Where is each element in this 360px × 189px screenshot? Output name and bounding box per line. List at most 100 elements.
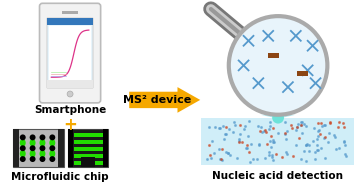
Point bbox=[316, 129, 321, 132]
Ellipse shape bbox=[20, 139, 26, 147]
Point bbox=[266, 150, 271, 153]
Point bbox=[303, 143, 309, 146]
Point bbox=[340, 122, 346, 125]
Point bbox=[232, 124, 238, 127]
Point bbox=[303, 125, 309, 128]
Point bbox=[221, 137, 227, 140]
Point bbox=[267, 140, 273, 143]
Point bbox=[315, 130, 321, 133]
Point bbox=[234, 156, 240, 159]
Point bbox=[298, 121, 304, 124]
Point bbox=[322, 156, 328, 159]
Text: Smartphone: Smartphone bbox=[34, 105, 106, 115]
Point bbox=[206, 144, 212, 147]
Point bbox=[248, 142, 254, 145]
Point bbox=[237, 123, 243, 126]
Point bbox=[306, 144, 312, 147]
Point bbox=[341, 140, 346, 143]
Point bbox=[336, 125, 341, 128]
Point bbox=[267, 125, 273, 128]
Point bbox=[204, 157, 210, 160]
Point bbox=[321, 123, 327, 126]
Point bbox=[312, 126, 318, 129]
Circle shape bbox=[40, 156, 45, 162]
Point bbox=[220, 159, 225, 162]
FancyBboxPatch shape bbox=[40, 3, 101, 103]
Point bbox=[327, 121, 333, 124]
Point bbox=[294, 125, 300, 128]
Point bbox=[303, 159, 309, 162]
Point bbox=[207, 125, 212, 129]
Point bbox=[317, 132, 323, 135]
Bar bbox=[58, 129, 64, 167]
Point bbox=[337, 120, 342, 123]
Bar bbox=[297, 70, 308, 76]
Point bbox=[293, 129, 299, 132]
Point bbox=[266, 153, 271, 156]
Bar bbox=[13, 129, 64, 167]
Point bbox=[312, 158, 318, 161]
Point bbox=[241, 127, 247, 130]
Point bbox=[262, 129, 268, 132]
Bar bbox=[74, 147, 103, 151]
Point bbox=[226, 127, 232, 130]
Point bbox=[273, 153, 279, 156]
Point bbox=[254, 157, 260, 160]
Point bbox=[212, 151, 217, 154]
Point bbox=[320, 124, 325, 127]
Point bbox=[293, 143, 299, 146]
Point bbox=[327, 121, 333, 124]
Point bbox=[242, 124, 248, 127]
Circle shape bbox=[30, 145, 36, 151]
Point bbox=[267, 121, 273, 124]
Point bbox=[275, 132, 281, 135]
Point bbox=[237, 140, 242, 143]
Point bbox=[263, 131, 269, 134]
Point bbox=[318, 121, 324, 124]
Polygon shape bbox=[129, 87, 200, 113]
Point bbox=[315, 134, 321, 137]
Bar bbox=[103, 129, 108, 167]
Point bbox=[247, 160, 252, 163]
Circle shape bbox=[272, 112, 284, 124]
Point bbox=[217, 126, 222, 129]
Bar bbox=[68, 129, 108, 167]
Circle shape bbox=[30, 156, 36, 162]
Point bbox=[318, 147, 324, 150]
Point bbox=[239, 141, 244, 144]
Circle shape bbox=[49, 134, 55, 140]
Bar bbox=[48, 18, 93, 88]
Point bbox=[288, 124, 294, 127]
Point bbox=[282, 121, 288, 124]
Point bbox=[208, 156, 213, 159]
Point bbox=[315, 144, 320, 147]
Point bbox=[284, 130, 290, 133]
Point bbox=[333, 148, 339, 151]
Point bbox=[321, 136, 327, 139]
Point bbox=[299, 131, 305, 134]
Point bbox=[331, 133, 337, 136]
Ellipse shape bbox=[49, 150, 55, 158]
Point bbox=[237, 132, 242, 135]
Point bbox=[294, 126, 300, 129]
Point bbox=[298, 158, 304, 161]
Bar bbox=[201, 118, 354, 165]
Point bbox=[236, 139, 242, 143]
Point bbox=[342, 152, 347, 155]
Point bbox=[230, 130, 236, 133]
Circle shape bbox=[20, 134, 26, 140]
Point bbox=[301, 149, 307, 152]
Ellipse shape bbox=[30, 150, 36, 158]
Point bbox=[220, 124, 226, 127]
Point bbox=[304, 142, 310, 145]
Point bbox=[303, 143, 309, 146]
Point bbox=[271, 140, 276, 143]
Point bbox=[223, 126, 229, 129]
Point bbox=[290, 154, 296, 157]
Point bbox=[283, 137, 289, 140]
Point bbox=[256, 143, 262, 146]
Point bbox=[269, 153, 275, 156]
Point bbox=[343, 155, 348, 158]
Circle shape bbox=[30, 134, 36, 140]
Point bbox=[306, 150, 311, 153]
